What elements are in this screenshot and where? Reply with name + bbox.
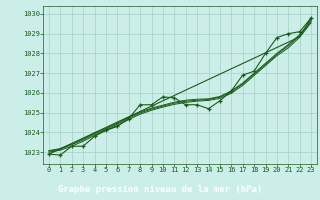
Text: Graphe pression niveau de la mer (hPa): Graphe pression niveau de la mer (hPa) [58,185,262,194]
